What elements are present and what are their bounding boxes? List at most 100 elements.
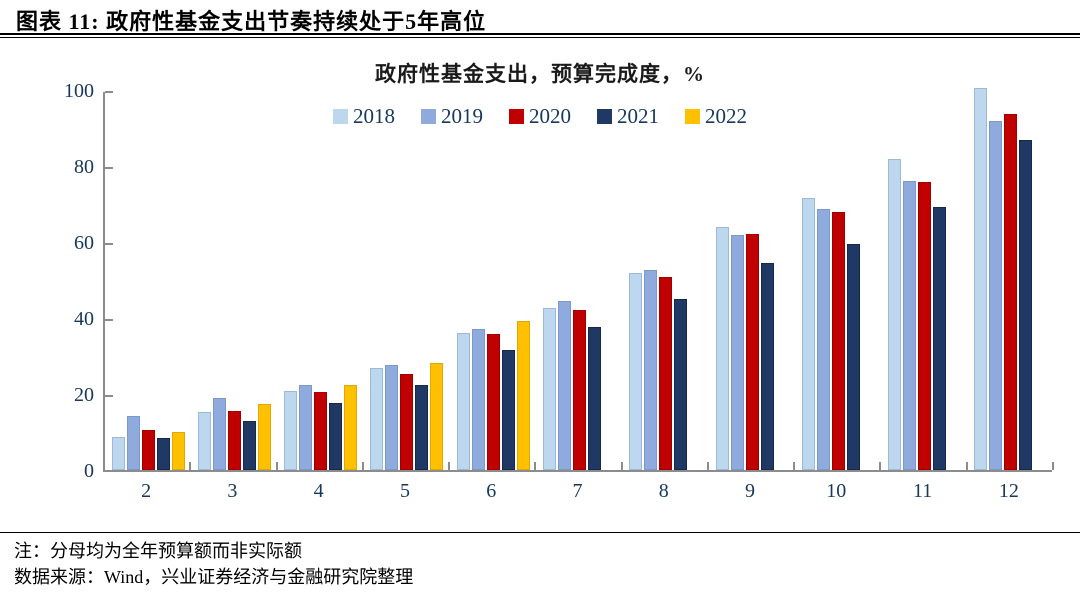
bar-2020-month-10	[831, 212, 845, 470]
bar-group-month-5	[364, 92, 450, 470]
bar-2021-month-7	[587, 327, 601, 470]
legend-swatch-2018	[333, 109, 348, 124]
bar-group-month-9	[709, 92, 795, 470]
y-axis-tick-label: 60	[74, 232, 94, 254]
x-axis-tick	[361, 462, 364, 470]
bar-2018-month-12	[974, 88, 988, 470]
bar-2021-month-9	[760, 263, 774, 470]
legend-item-2020: 2020	[509, 104, 571, 129]
legend-item-2022: 2022	[685, 104, 747, 129]
bar-2018-month-6	[456, 332, 470, 470]
bar-2020-month-8	[659, 277, 673, 470]
x-axis-tick	[879, 462, 882, 470]
x-axis-tick-label: 8	[658, 480, 669, 502]
bar-2019-month-4	[299, 385, 313, 470]
y-axis-tick-label: 40	[74, 308, 94, 330]
bar-2020-month-12	[1004, 114, 1018, 470]
x-axis-tick	[965, 462, 968, 470]
title-underline-thick	[0, 33, 1080, 35]
legend-label: 2021	[617, 104, 659, 128]
bar-2019-month-8	[644, 269, 658, 470]
x-axis-tick	[275, 462, 278, 470]
y-axis-tick	[105, 319, 113, 321]
bar-2021-month-3	[242, 420, 256, 470]
x-axis-tick	[534, 462, 537, 470]
bar-2018-month-7	[542, 308, 556, 470]
bar-2019-month-12	[989, 120, 1003, 470]
bar-2020-month-7	[572, 310, 586, 470]
data-source: 数据来源：Wind，兴业证券经济与金融研究院整理	[14, 567, 414, 587]
bar-2019-month-11	[903, 180, 917, 470]
x-axis-tick	[706, 462, 709, 470]
title-underline-thin	[0, 37, 1080, 38]
x-axis-tick	[793, 462, 796, 470]
bar-2022-month-3	[257, 403, 271, 470]
x-axis-tick-label: 9	[745, 480, 756, 502]
legend-label: 2022	[705, 104, 747, 128]
legend-item-2019: 2019	[421, 104, 483, 129]
bar-group-month-2	[105, 92, 191, 470]
x-axis-tick-label: 3	[227, 480, 238, 502]
x-axis-tick-label: 4	[313, 480, 324, 502]
legend-swatch-2022	[685, 109, 700, 124]
legend-swatch-2020	[509, 109, 524, 124]
y-axis-tick-label: 80	[74, 156, 94, 178]
x-axis-tick	[448, 462, 451, 470]
bar-group-month-4	[278, 92, 364, 470]
bar-2019-month-5	[385, 365, 399, 470]
legend-label: 2019	[441, 104, 483, 128]
bar-group-month-3	[191, 92, 277, 470]
bar-2018-month-2	[111, 437, 125, 470]
bar-group-month-10	[795, 92, 881, 470]
chart-title: 政府性基金支出，预算完成度，%	[375, 62, 705, 86]
bar-2020-month-11	[918, 181, 932, 470]
x-axis-tick	[1052, 462, 1054, 470]
bar-2020-month-9	[745, 234, 759, 470]
y-axis-tick	[105, 91, 113, 93]
bar-2018-month-9	[715, 227, 729, 470]
x-axis-tick-label: 7	[572, 480, 583, 502]
x-axis-labels: 2 3 4 5 6 7 8 9 10 11 12	[103, 480, 1052, 510]
bar-2022-month-2	[171, 432, 185, 470]
y-axis-labels: 0 20 40 60 80 100	[0, 80, 94, 482]
bar-2020-month-5	[400, 374, 414, 470]
figure-title: 图表 11: 政府性基金支出节奏持续处于5年高位	[16, 9, 487, 34]
bar-2022-month-4	[344, 384, 358, 470]
bar-group-month-11	[881, 92, 967, 470]
legend-swatch-2021	[597, 109, 612, 124]
chart-note: 注：分母均为全年预算额而非实际额	[14, 541, 302, 561]
bar-2020-month-6	[486, 333, 500, 470]
x-axis-tick-label: 2	[141, 480, 152, 502]
y-axis-tick	[105, 395, 113, 397]
legend-item-2021: 2021	[597, 104, 659, 129]
bar-2021-month-4	[329, 403, 343, 470]
bar-2019-month-10	[816, 208, 830, 470]
legend-item-2018: 2018	[333, 104, 395, 129]
bar-2018-month-11	[888, 159, 902, 470]
y-axis-tick	[105, 167, 113, 169]
x-axis-tick-label: 12	[998, 480, 1019, 502]
x-axis-tick-label: 6	[486, 480, 497, 502]
chart-legend: 2018 2019 2020 2021 2022	[0, 104, 1080, 129]
bar-2021-month-11	[933, 206, 947, 470]
footer-rule	[0, 532, 1080, 533]
x-axis-tick-label: 5	[399, 480, 410, 502]
x-axis-tick	[189, 462, 192, 470]
bar-2022-month-6	[516, 320, 530, 470]
y-axis-tick-label: 20	[74, 384, 94, 406]
bar-2019-month-9	[730, 234, 744, 470]
bar-group-month-6	[450, 92, 536, 470]
bar-2020-month-2	[141, 430, 155, 470]
x-axis-tick-label: 10	[826, 480, 847, 502]
plot-area	[103, 88, 1054, 472]
bar-2019-month-6	[471, 328, 485, 470]
x-axis-tick-label: 11	[912, 480, 933, 502]
legend-label: 2020	[529, 104, 571, 128]
legend-swatch-2019	[421, 109, 436, 124]
bar-2018-month-8	[629, 273, 643, 470]
x-axis-tick	[620, 462, 623, 470]
bar-group-month-12	[968, 88, 1054, 470]
bar-2021-month-10	[846, 243, 860, 470]
y-axis-tick	[105, 243, 113, 245]
